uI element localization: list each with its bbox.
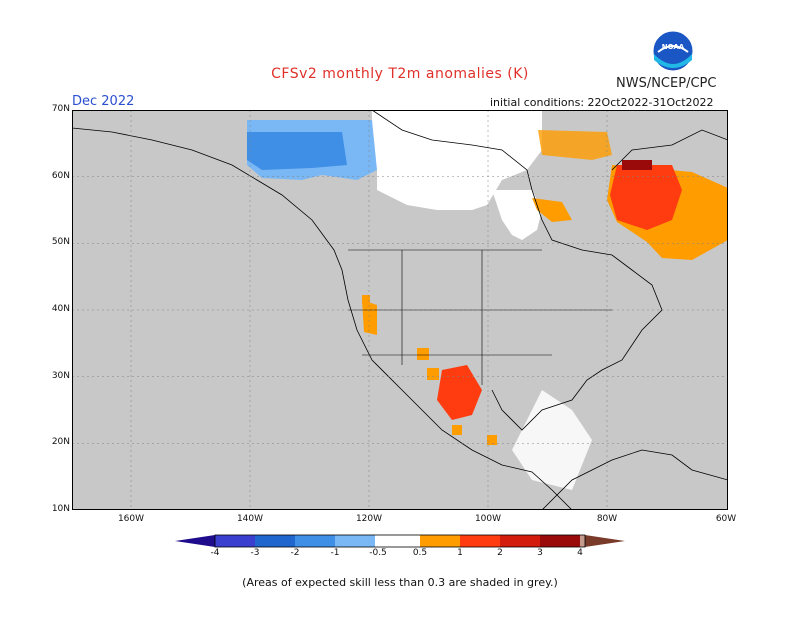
color-bar <box>175 534 625 548</box>
lon-label: 120W <box>355 514 383 524</box>
lat-label: 30N <box>51 371 70 381</box>
cbar-label: 3 <box>537 548 543 558</box>
cold-anomaly-regions <box>247 120 377 180</box>
map-frame <box>72 110 728 510</box>
cbar-label: -0.5 <box>369 548 387 558</box>
init-conditions: initial conditions: 22Oct2022-31Oct2022 <box>490 96 714 109</box>
lat-label: 60N <box>51 171 70 181</box>
cbar-label: 4 <box>577 548 583 558</box>
coastlines <box>72 110 728 510</box>
lon-label: 140W <box>236 514 264 524</box>
forecast-month: Dec 2022 <box>72 94 135 109</box>
lat-label: 50N <box>51 237 70 247</box>
warm-anomaly-regions <box>362 130 728 445</box>
cbar-low-arrow <box>175 535 215 547</box>
cbar-label: -2 <box>290 548 300 558</box>
lat-label: 70N <box>51 104 70 114</box>
lat-label: 40N <box>51 304 70 314</box>
svg-text:NOAA: NOAA <box>662 43 685 51</box>
cbar-label: 2 <box>497 548 503 558</box>
cbar-label: 1 <box>457 548 463 558</box>
lon-label: 80W <box>596 514 618 524</box>
cbar-label: -4 <box>210 548 220 558</box>
lon-label: 100W <box>474 514 502 524</box>
cbar-label: -1 <box>330 548 340 558</box>
noaa-logo: NOAA <box>652 30 694 72</box>
chart-title: CFSv2 monthly T2m anomalies (K) <box>271 66 529 82</box>
cbar-high-arrow <box>585 535 625 547</box>
near-zero-regions <box>372 110 592 490</box>
anomaly-map <box>72 110 728 510</box>
cbar-label: -3 <box>250 548 260 558</box>
lon-label: 160W <box>117 514 145 524</box>
skill-footnote: (Areas of expected skill less than 0.3 a… <box>242 576 558 589</box>
grid-lines <box>72 110 728 510</box>
cbar-label: 0.5 <box>412 548 428 558</box>
lon-label: 60W <box>715 514 737 524</box>
org-label: NWS/NCEP/CPC <box>616 76 717 91</box>
lat-label: 20N <box>51 437 70 447</box>
lat-label: 10N <box>51 504 70 514</box>
